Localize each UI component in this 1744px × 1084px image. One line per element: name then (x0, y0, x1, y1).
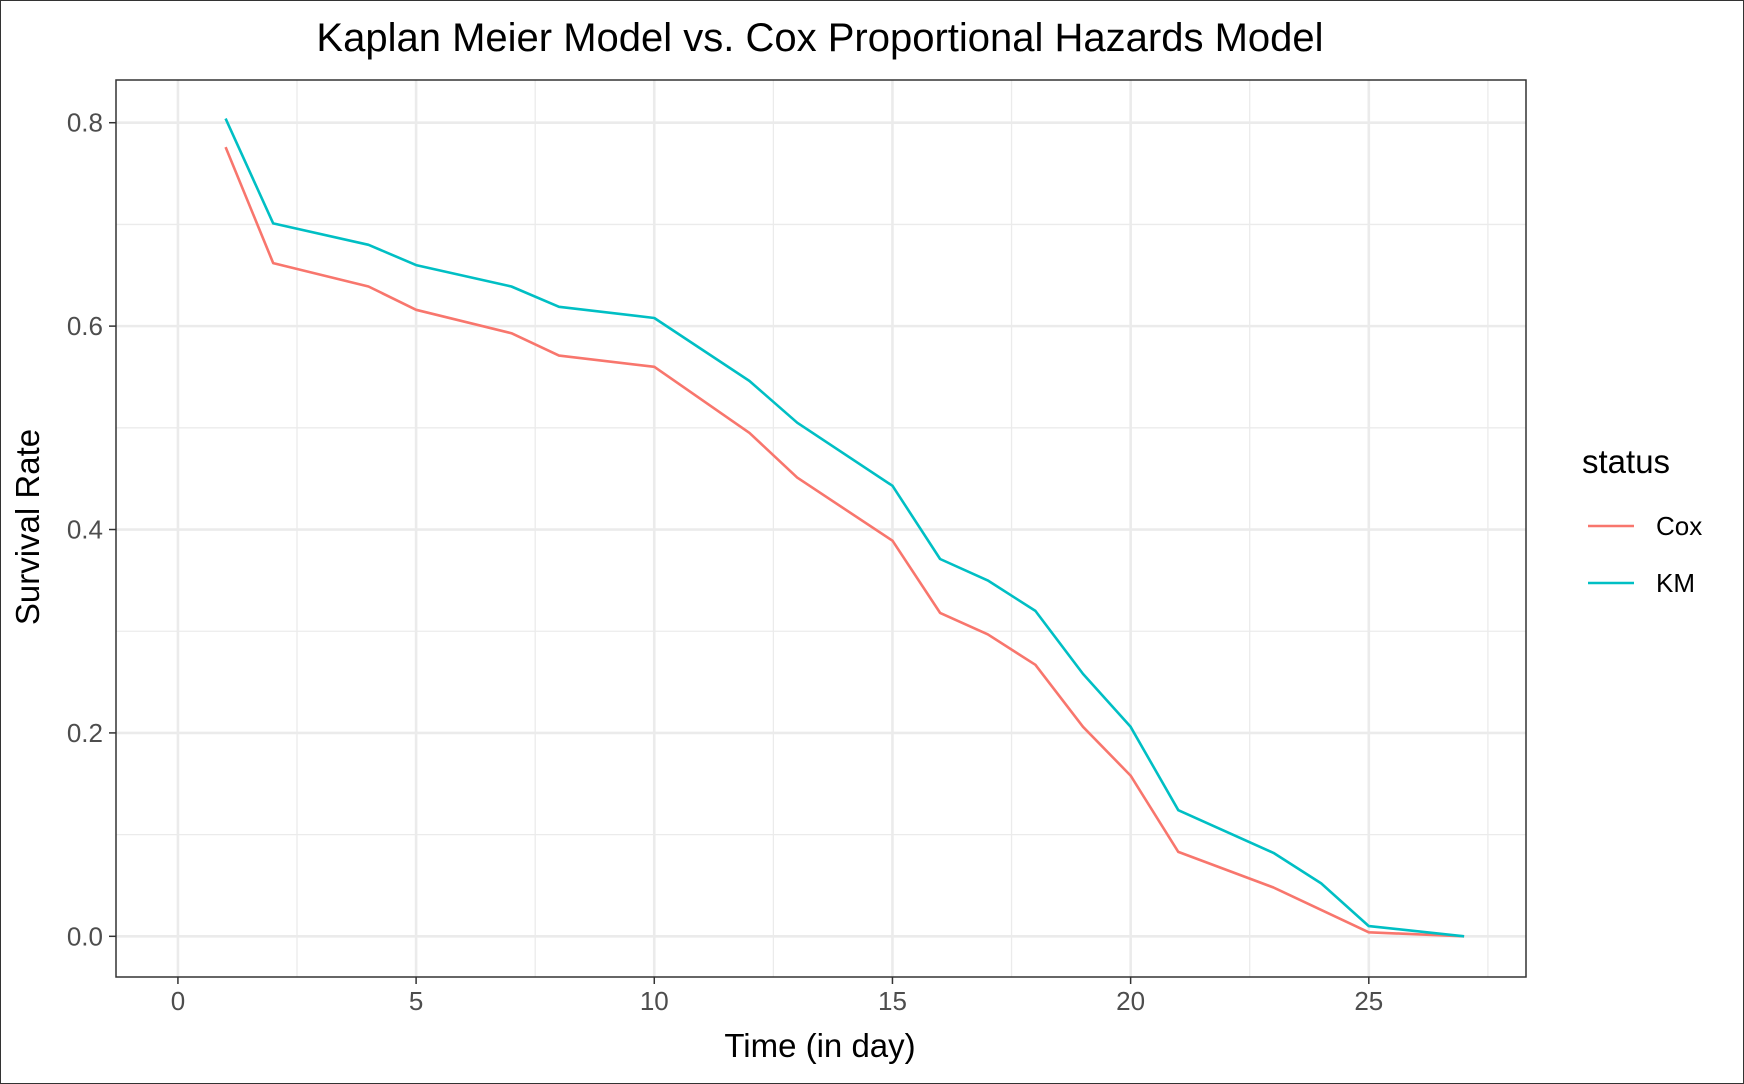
x-tick-label: 10 (640, 986, 669, 1016)
major-gridlines (116, 80, 1526, 977)
legend-label-cox: Cox (1656, 511, 1702, 541)
x-tick-label: 5 (409, 986, 423, 1016)
panel-border (115, 79, 1527, 978)
series-line-cox (224, 146, 1465, 938)
x-tick-label: 15 (878, 986, 907, 1016)
legend: status Cox KM (1582, 443, 1702, 598)
series-line-km (224, 118, 1465, 938)
y-tick-label: 0.8 (67, 108, 103, 138)
legend-label-km: KM (1656, 568, 1695, 598)
y-tick-label: 0.6 (67, 311, 103, 341)
x-tick-label: 25 (1354, 986, 1383, 1016)
y-tick-label: 0.0 (67, 921, 103, 951)
x-tick-label: 0 (171, 986, 185, 1016)
x-axis-title: Time (in day) (724, 1027, 915, 1064)
y-tick-label: 0.2 (67, 718, 103, 748)
y-tick-label: 0.4 (67, 515, 103, 545)
chart-title: Kaplan Meier Model vs. Cox Proportional … (316, 16, 1323, 60)
series-lines (224, 118, 1465, 938)
x-tick-label: 20 (1116, 986, 1145, 1016)
legend-title: status (1582, 443, 1670, 480)
y-axis-title: Survival Rate (9, 429, 46, 625)
y-axis: 0.0 0.2 0.4 0.6 0.8 (67, 108, 116, 951)
x-axis: 0 5 10 15 20 25 (171, 977, 1383, 1016)
panel-border-rect (115, 79, 1527, 978)
